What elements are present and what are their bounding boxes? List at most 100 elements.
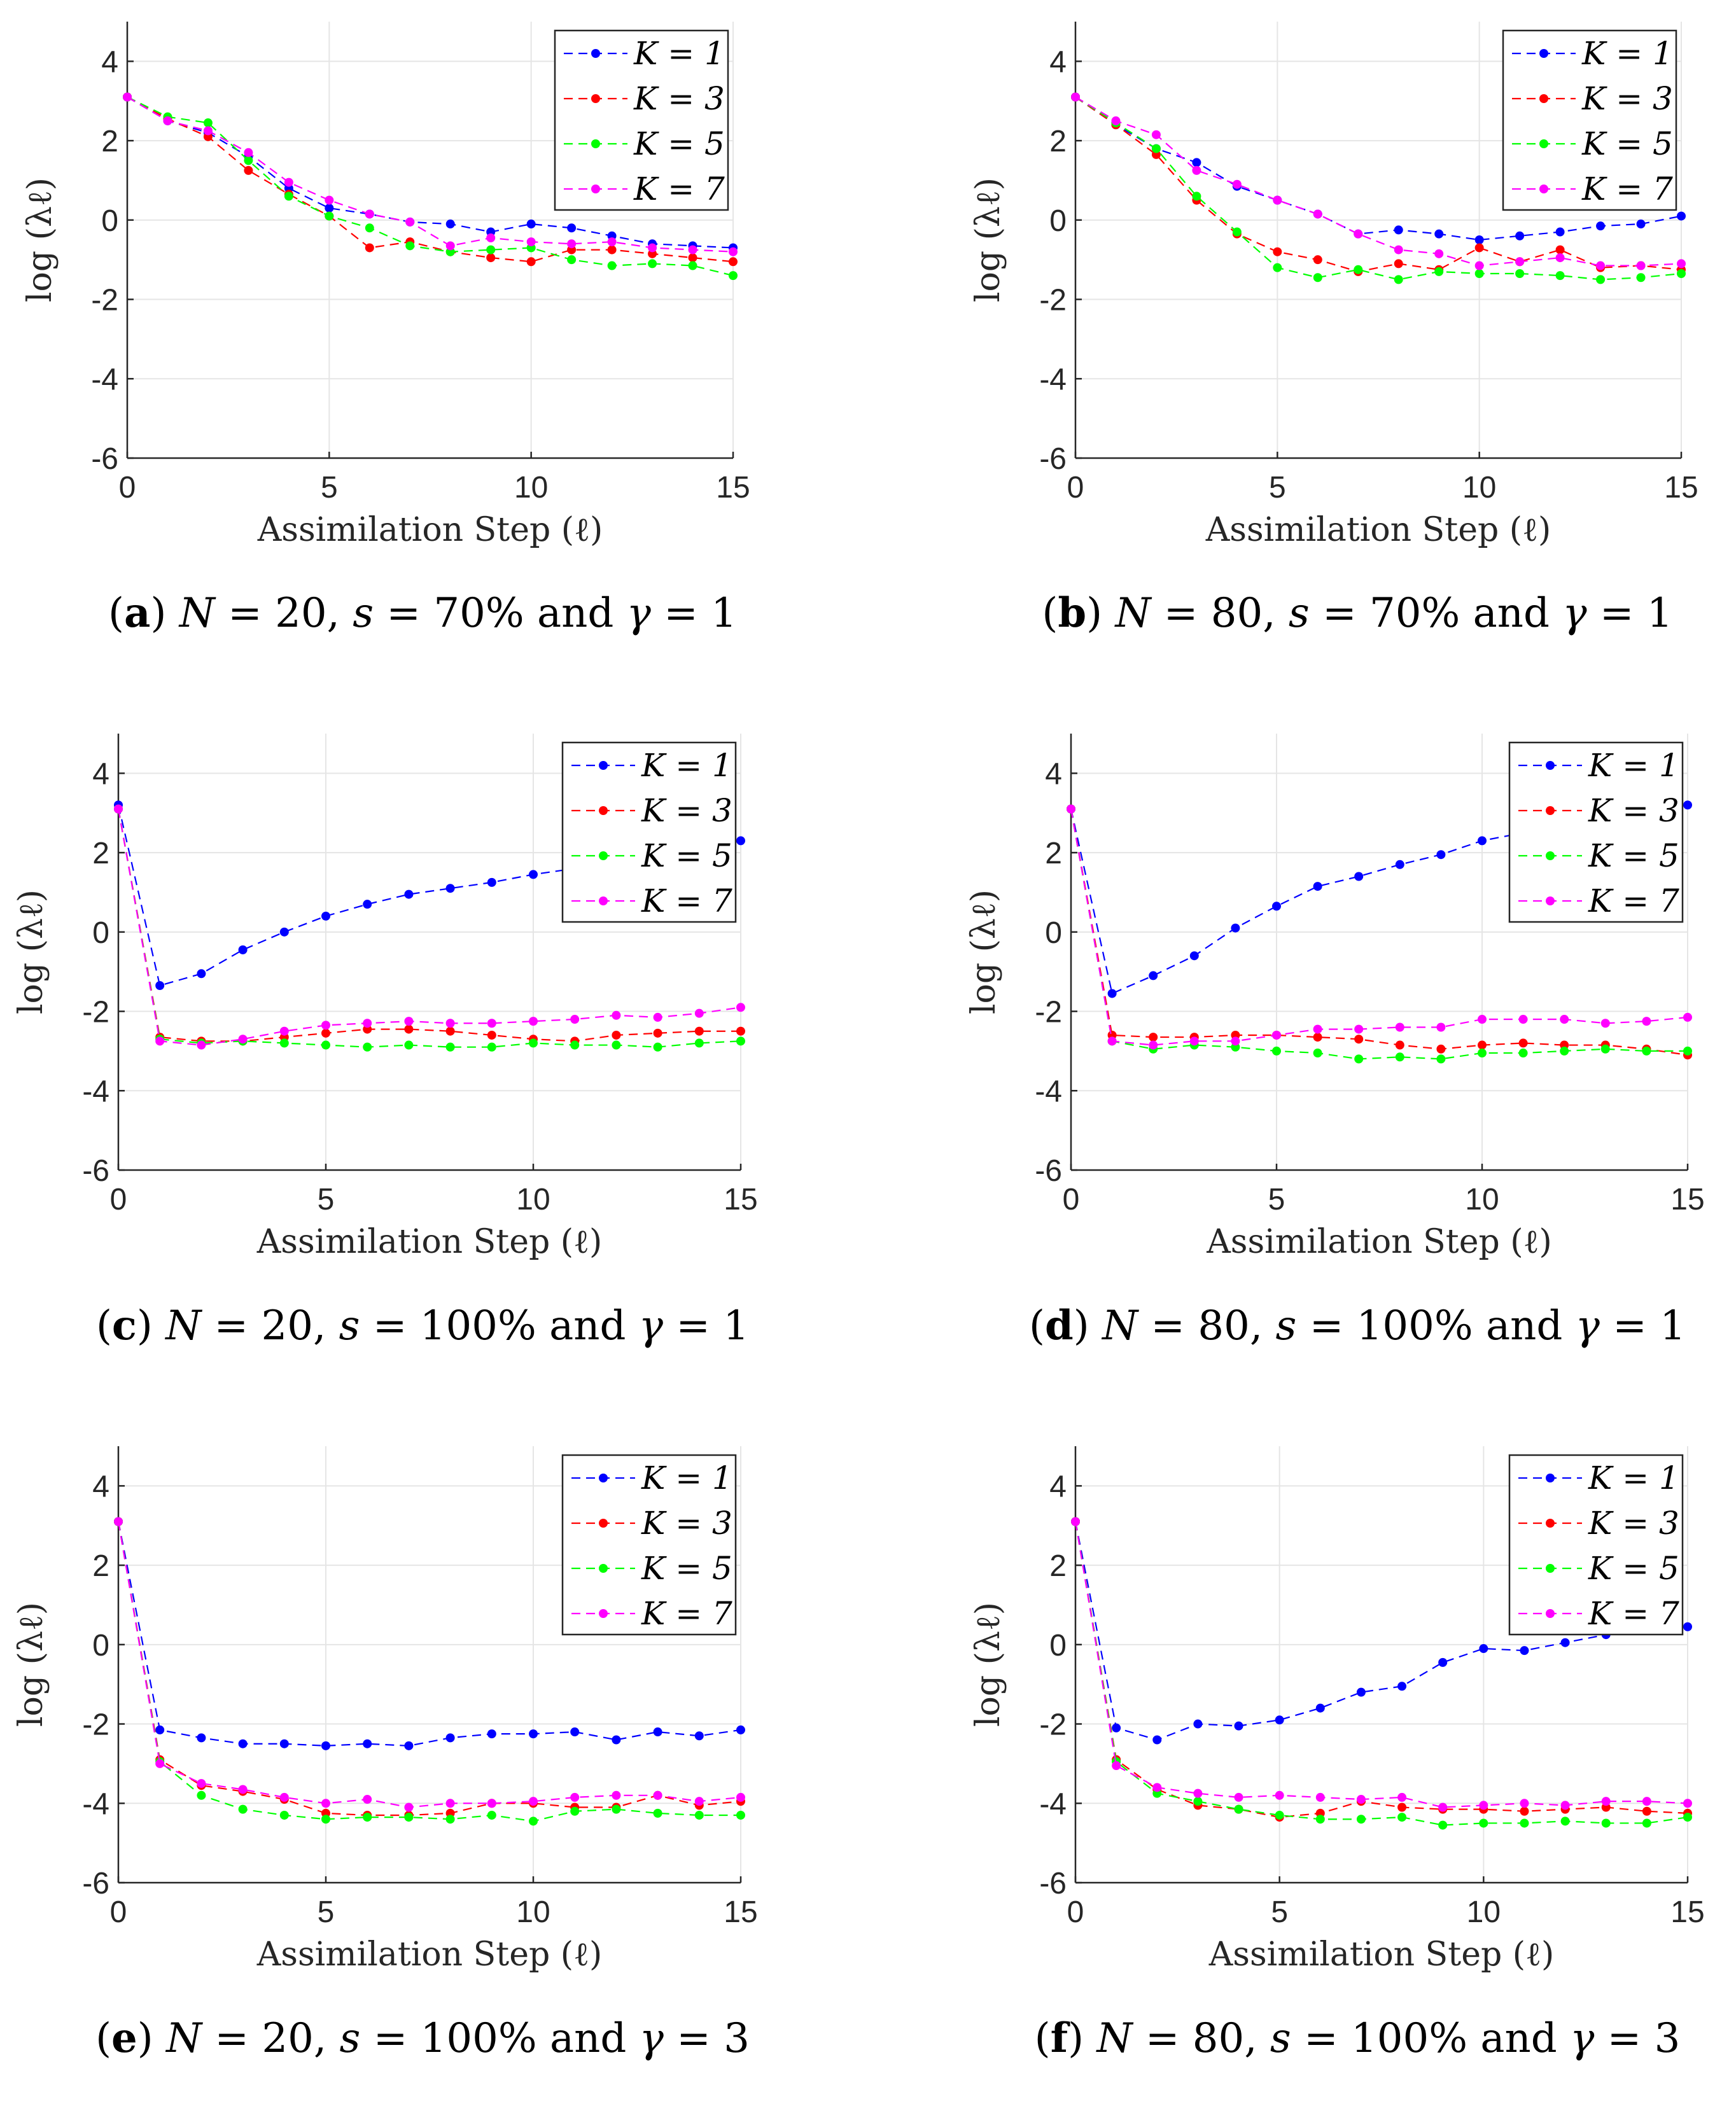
series-line [117,809,741,1042]
y-tick-label: -4 [1035,1075,1062,1108]
data-point [487,1042,496,1052]
data-point [197,1040,206,1050]
data-point [155,1759,165,1768]
data-point [1560,1046,1569,1056]
y-tick-label: 0 [92,916,109,950]
data-point [487,877,496,887]
data-point [1192,192,1201,201]
legend-box [554,29,729,211]
data-point [404,1741,414,1750]
y-tick-label: -2 [1039,1708,1067,1742]
data-point [325,211,334,221]
data-point [529,1729,538,1739]
legend-box [1502,29,1677,211]
panel-caption: (f) N = 80, s = 100% and γ = 3 [1035,2014,1681,2062]
legend-label: K = 1 [1588,1460,1679,1496]
data-point [1397,1803,1407,1812]
chart-panel-c: 0 5 10 15 -6 -4 -2 0 2 4 Assimilation Step (ℓ) log … [12,734,758,1349]
y-tick-label: 0 [1049,204,1067,238]
data-point [445,1042,455,1052]
y-tick-label: -4 [82,1075,109,1108]
data-point [688,245,697,255]
y-tick-label: 0 [1049,1629,1067,1663]
legend-label: K = 7 [1588,882,1679,919]
legend-swatch-marker [591,139,600,148]
data-point [325,204,334,213]
data-point [1520,1646,1529,1656]
y-tick-label: -6 [82,1867,109,1900]
y-tick-label: -6 [82,1154,109,1188]
data-point [1107,989,1117,998]
data-point [526,257,536,267]
data-point [203,118,213,128]
data-point [729,271,738,281]
data-point [1234,1721,1243,1731]
data-point [1272,1046,1281,1056]
data-point [1193,1797,1203,1806]
legend-entry: K = 3 [1518,792,1679,829]
data-point [404,1024,414,1034]
data-point [526,220,536,229]
legend: K = 1 K = 3 K = 5 K = 7 [561,741,737,923]
y-tick-label: 4 [1049,45,1067,79]
series-line [117,805,741,987]
y-axis-label: log (λℓ) [21,178,59,302]
data-point [1560,1638,1570,1647]
legend-entry: K = 5 [1512,125,1673,162]
data-point [1354,229,1363,239]
data-point [529,1817,538,1826]
legend: K = 1 K = 3 K = 5 K = 7 [554,29,729,211]
data-point [1107,1036,1117,1046]
legend-entry: K = 7 [1518,1595,1679,1632]
data-point [279,1739,289,1748]
y-tick-label: -2 [82,996,109,1029]
data-point [1518,1015,1528,1024]
panel-caption: (d) N = 80, s = 100% and γ = 1 [1029,1302,1686,1349]
data-point [1394,275,1403,284]
x-tick-label: 10 [514,471,548,505]
x-axis-label: Assimilation Step (ℓ) [1208,1935,1555,1974]
data-point [445,1733,455,1743]
data-point [653,1727,662,1737]
legend-box [1508,1454,1684,1636]
y-tick-label: 2 [1049,1549,1067,1583]
data-point [1474,243,1484,253]
x-tick-label: 10 [1462,471,1496,505]
legend-entry: K = 1 [1518,1460,1679,1496]
data-point [1518,1038,1528,1048]
series-k7 [123,92,738,256]
data-point [238,1785,248,1794]
data-point [1152,1735,1162,1745]
data-point [1478,836,1487,846]
legend-label: K = 5 [633,125,725,162]
legend-label: K = 7 [1588,1595,1679,1632]
data-point [1601,1797,1611,1806]
legend-label: K = 3 [1581,80,1673,117]
series-line [1075,96,1682,273]
x-tick-label: 15 [724,1895,757,1929]
series-k7 [114,1517,745,1812]
data-point [529,1038,538,1048]
data-point [1193,1789,1203,1798]
legend-entry: K = 7 [571,1595,732,1632]
x-tick-label: 15 [1664,471,1698,505]
data-point [607,261,617,270]
legend-label: K = 3 [641,1505,732,1542]
data-point [1438,1657,1448,1667]
y-tick-label: 0 [92,1629,109,1663]
x-tick-label: 5 [1269,471,1286,505]
series-k5 [1071,92,1686,284]
legend-swatch-marker [1546,1519,1555,1528]
legend-swatch-marker [599,851,608,860]
data-point [1149,1040,1158,1050]
data-point [1555,253,1565,263]
legend-swatch-marker [1546,1474,1555,1482]
legend-label: K = 5 [641,1550,732,1587]
data-point [321,1815,330,1824]
data-point [736,836,745,846]
legend-swatch-marker [1546,851,1555,860]
y-tick-label: 4 [92,1470,109,1503]
legend-entry: K = 7 [571,882,732,919]
data-point [238,1739,248,1748]
legend-entry: K = 1 [1518,747,1679,784]
